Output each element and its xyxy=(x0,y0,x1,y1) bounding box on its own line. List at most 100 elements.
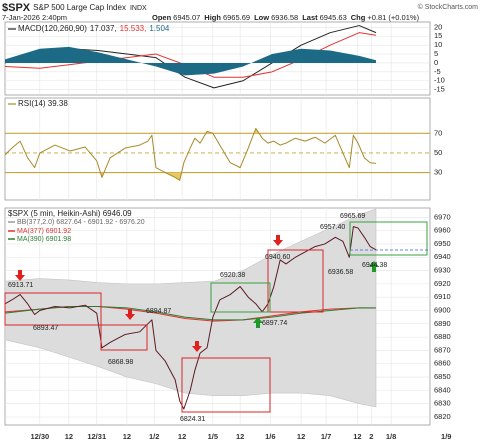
y-tick-label: 50 xyxy=(434,148,442,157)
y-tick-label: 6840 xyxy=(434,385,451,394)
y-tick-label: 6910 xyxy=(434,292,451,301)
rsi-title: RSI(14) 39.38 xyxy=(18,99,68,108)
macd-title: MACD(120,260,90) xyxy=(18,24,87,33)
annotation-box xyxy=(267,249,324,313)
x-tick-label: 12 xyxy=(123,432,131,441)
legend-entry: MA(390) 6901.98 xyxy=(17,236,71,243)
y-tick-label: 6970 xyxy=(434,212,451,221)
y-tick-label: 20 xyxy=(434,22,442,31)
x-tick-label: 12 xyxy=(236,432,244,441)
panel xyxy=(5,208,430,425)
price-annotation: 6940.60 xyxy=(265,254,290,261)
x-tick-label: 12/31 xyxy=(87,432,106,441)
price-annotation: 6957.40 xyxy=(320,224,345,231)
y-tick-label: 6900 xyxy=(434,305,451,314)
oversold-fill xyxy=(100,172,182,181)
price-annotation: 6868.98 xyxy=(108,359,133,366)
x-tick-label: 1/7 xyxy=(321,432,331,441)
series-line xyxy=(5,226,377,410)
y-tick-label: -10 xyxy=(434,76,445,85)
y-tick-label: 6830 xyxy=(434,399,451,408)
buy-arrow xyxy=(253,317,263,328)
buy-arrow xyxy=(369,261,379,272)
y-tick-label: 6890 xyxy=(434,319,451,328)
price-annotation: 6920.38 xyxy=(220,272,245,279)
index-name: S&P 500 Large Cap Index xyxy=(33,3,126,12)
y-tick-label: 15 xyxy=(434,31,442,40)
sell-arrow xyxy=(273,235,283,246)
y-tick-label: 6930 xyxy=(434,266,451,275)
bollinger-band xyxy=(5,208,377,408)
price-annotation: 6894.87 xyxy=(146,308,171,315)
annotation-box xyxy=(4,292,102,326)
panel xyxy=(5,22,430,95)
price-annotation: 6936.58 xyxy=(328,269,353,276)
x-tick-label: 12 xyxy=(353,432,361,441)
series-line xyxy=(5,127,377,181)
sell-arrow xyxy=(125,309,135,320)
quote-value: 6945.07 xyxy=(173,13,200,22)
quote-label: Chg xyxy=(351,13,366,22)
date: 7-Jan-2026 2:40pm xyxy=(2,13,67,22)
y-tick-label: 6940 xyxy=(434,252,451,261)
legend-entry: MA(377) 6901.92 xyxy=(17,228,71,235)
quote-label: Last xyxy=(302,13,318,22)
y-tick-label: 6860 xyxy=(434,359,451,368)
price-annotation: 6893.47 xyxy=(33,325,58,332)
legend-entry: 15.533, xyxy=(120,24,147,33)
y-tick-label: 30 xyxy=(434,168,442,177)
y-tick-label: 5 xyxy=(434,49,438,58)
x-tick-label: 12 xyxy=(65,432,73,441)
quote-label: High xyxy=(204,13,221,22)
y-tick-label: 6920 xyxy=(434,279,451,288)
x-tick-label: 1/2 xyxy=(149,432,159,441)
y-tick-label: -5 xyxy=(434,67,441,76)
x-tick-label: 12/30 xyxy=(30,432,49,441)
price-title: $SPX (5 min, Heikin-Ashi) 6946.09 xyxy=(8,209,132,218)
credit: © StockCharts.com xyxy=(418,3,479,11)
quote-label: Low xyxy=(254,13,269,22)
quote-label: Open xyxy=(152,13,172,22)
price-annotation: 6824.31 xyxy=(180,416,205,423)
annotation-box xyxy=(349,221,428,256)
panel xyxy=(5,98,430,200)
symbol: $SPX xyxy=(2,2,31,14)
y-tick-label: 6850 xyxy=(434,372,451,381)
y-tick-label: 0 xyxy=(434,58,438,67)
annotation-box xyxy=(210,282,271,313)
y-tick-label: -15 xyxy=(434,85,445,94)
series-line xyxy=(5,306,377,321)
exchange: INDX xyxy=(130,5,147,12)
sell-arrow xyxy=(192,341,202,352)
quote-value: 6965.69 xyxy=(223,13,250,22)
x-tick-label: 1/5 xyxy=(208,432,218,441)
quote-value: 6936.58 xyxy=(271,13,298,22)
x-tick-label: 1/6 xyxy=(265,432,275,441)
price-annotation: 6897.74 xyxy=(262,320,287,327)
legend-entry: 1.504 xyxy=(149,24,170,33)
x-tick-label: 1/8 xyxy=(386,432,396,441)
x-tick-label: 1/9 xyxy=(441,432,451,441)
annotation-box xyxy=(181,357,271,413)
y-tick-label: 70 xyxy=(434,128,442,137)
price-annotation: 6965.69 xyxy=(340,213,365,220)
x-tick-label: 12 xyxy=(297,432,305,441)
y-tick-label: 6960 xyxy=(434,226,451,235)
annotation-box xyxy=(100,324,148,351)
quote-value: 6945.63 xyxy=(320,13,347,22)
y-tick-label: 6880 xyxy=(434,332,451,341)
y-tick-label: 6870 xyxy=(434,345,451,354)
histogram-area xyxy=(5,46,377,76)
legend-entry: 17.037, xyxy=(90,24,117,33)
y-tick-label: 6820 xyxy=(434,412,451,421)
y-tick-label: 10 xyxy=(434,40,442,49)
quote-value: +0.81 (+0.01%) xyxy=(367,13,419,22)
y-tick-label: 6950 xyxy=(434,239,451,248)
sell-arrow xyxy=(15,270,25,281)
x-tick-label: 2 xyxy=(369,432,373,441)
legend-entry: BB(377,2.0) 6827.64 - 6901.92 - 6976.20 xyxy=(17,219,145,226)
price-annotation: 6913.71 xyxy=(8,282,33,289)
x-tick-label: 12 xyxy=(178,432,186,441)
